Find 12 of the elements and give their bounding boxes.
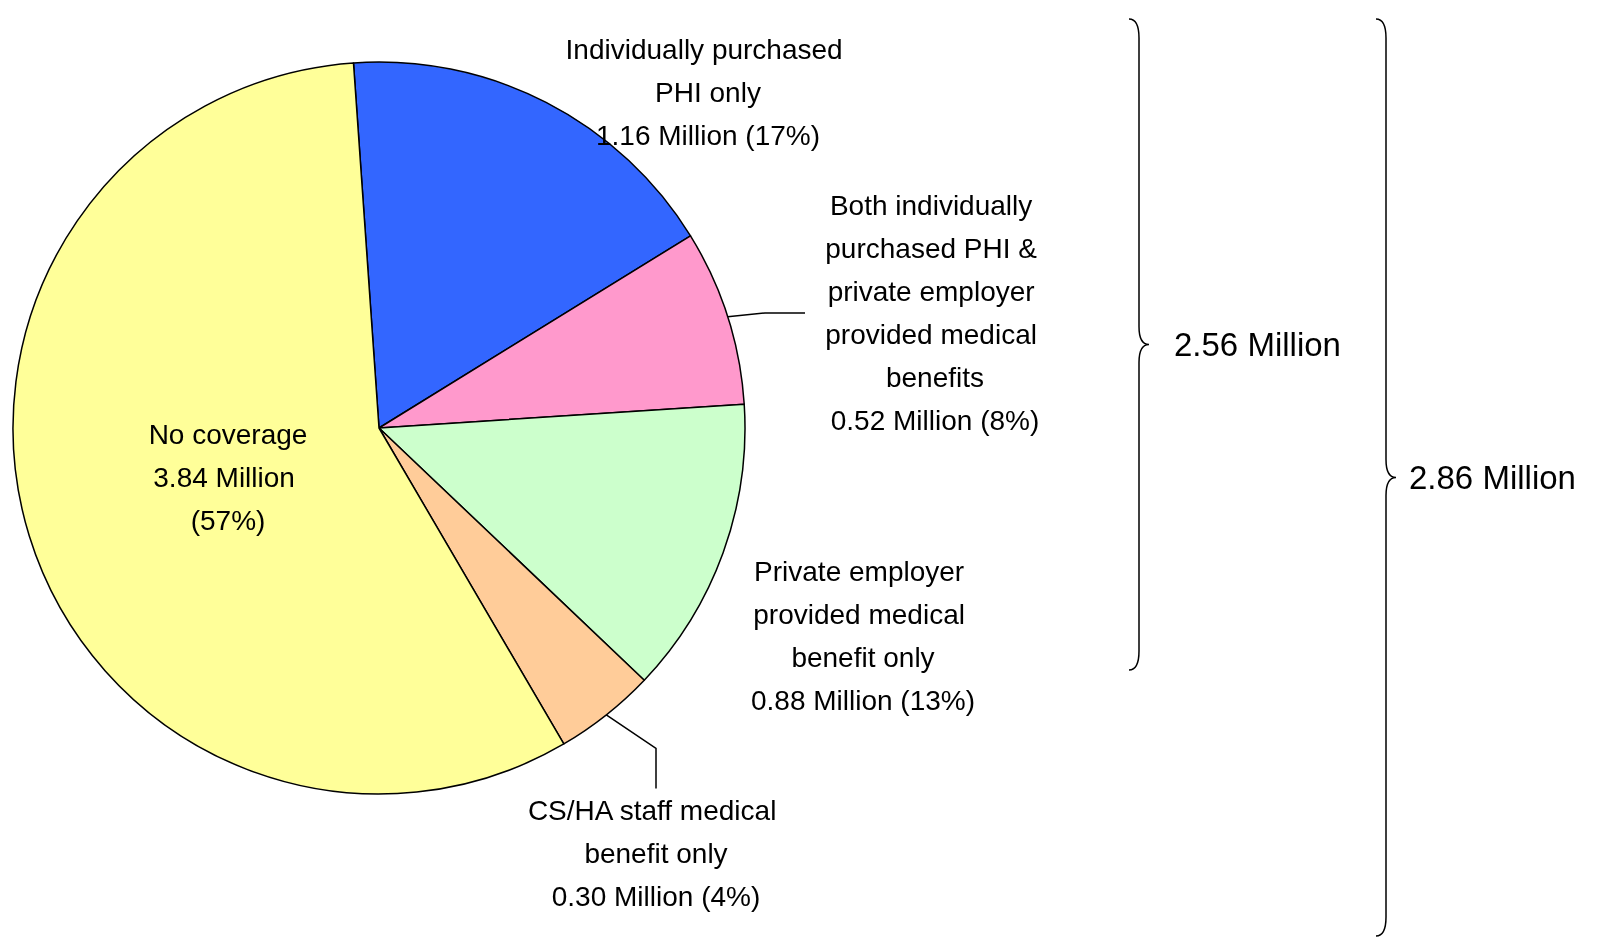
slice-label: Both individually purchased PHI & private employer provided medical benefits [825, 190, 1045, 393]
slice-label: Private employer provided medical benefit only [753, 556, 973, 673]
slice-label: No coverage [148, 418, 308, 450]
slice-label: CS/HA staff medical benefit only [527, 794, 785, 869]
text: 2.86 Million [1409, 458, 1576, 497]
data-label: 3.84 Million (57%) [153, 461, 303, 536]
slice-label: Individually purchased PHI only [565, 33, 851, 108]
data-label: 0.88 Million (13%) [750, 685, 976, 716]
data-label: 0.52 Million (8%) [830, 405, 1040, 436]
data-label: 0.30 Million (4%) [551, 880, 761, 912]
data-label: 1.16 Million (17%) [595, 119, 821, 151]
text: 2.56 Million [1174, 325, 1341, 364]
